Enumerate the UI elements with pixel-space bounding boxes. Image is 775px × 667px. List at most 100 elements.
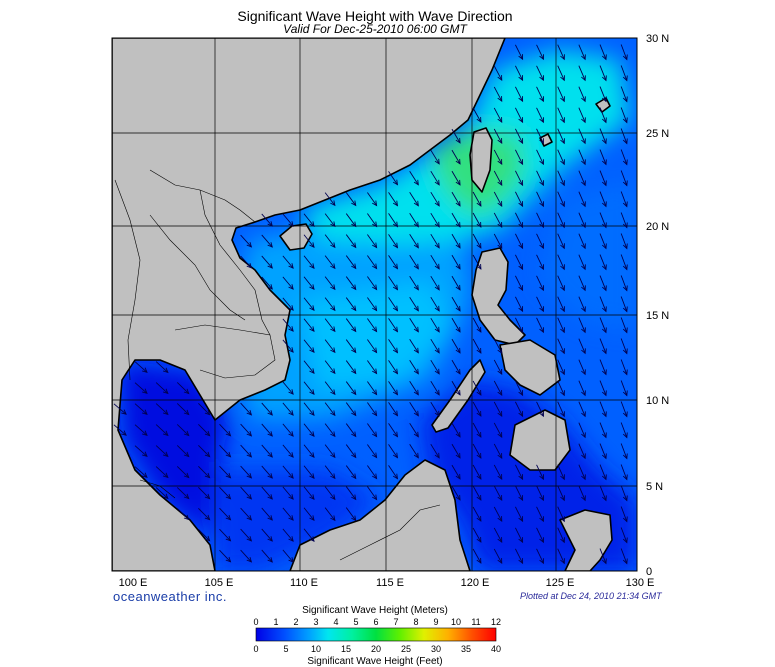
wave-arrow-head — [497, 537, 503, 543]
map-title: Significant Wave Height with Wave Direct… — [237, 8, 513, 24]
wave-arrow — [240, 465, 252, 479]
wave-arrow — [345, 339, 357, 353]
wave-arrow-head — [162, 430, 169, 437]
wave-arrow — [324, 276, 336, 290]
wave-arrow — [261, 444, 273, 458]
wave-arrow — [472, 506, 482, 522]
wave-arrow — [409, 276, 419, 290]
wave-arrow — [367, 318, 377, 332]
wave-arrow-head — [413, 410, 419, 417]
wave-arrow-head — [351, 284, 357, 291]
wave-arrow — [620, 65, 628, 81]
wave-arrow-head — [434, 347, 440, 354]
wave-arrow-head — [309, 242, 315, 249]
border-cambodia — [174, 324, 276, 379]
wave-arrow — [493, 65, 503, 81]
wave-arrow-head — [413, 263, 419, 270]
wave-arrow-head — [309, 536, 315, 543]
wave-arrow-head — [581, 138, 586, 145]
wave-arrow-head — [581, 96, 586, 103]
wave-arrow-head — [455, 284, 461, 291]
wave-arrow — [578, 254, 586, 270]
wave-arrow — [409, 171, 419, 185]
wave-arrow — [599, 65, 607, 81]
wave-arrow — [620, 107, 628, 123]
wave-arrow-head — [309, 305, 315, 312]
wave-arrow — [620, 527, 628, 543]
wave-arrow-head — [581, 369, 586, 376]
lat-label-30n: 30 N — [646, 33, 669, 45]
wave-arrow-head — [142, 367, 148, 374]
wave-arrow — [345, 297, 357, 311]
wave-arrow-head — [601, 369, 607, 376]
wave-arrow — [303, 213, 315, 227]
wave-arrow — [599, 296, 607, 312]
wave-arrow — [176, 382, 190, 394]
wave-arrow-head — [622, 369, 628, 376]
wave-arrow — [557, 485, 565, 501]
wave-arrow — [388, 192, 398, 206]
wave-arrow-head — [372, 389, 378, 396]
wave-arrow-head — [267, 536, 273, 542]
wave-arrow-head — [288, 473, 294, 479]
wave-arrow — [578, 464, 586, 480]
wave-arrow — [409, 444, 419, 458]
wave-arrow-head — [309, 326, 315, 333]
wave-arrow-head — [518, 222, 524, 229]
wave-arrow-head — [372, 200, 378, 207]
wave-arrow — [493, 485, 503, 501]
wave-arrow-head — [330, 410, 336, 417]
wave-arrow — [282, 318, 294, 332]
wave-arrow-head — [434, 284, 440, 291]
wave-arrow — [261, 528, 273, 542]
wave-arrow-head — [288, 326, 294, 332]
wave-arrow — [536, 86, 544, 102]
wave-arrow — [198, 529, 210, 541]
wave-arrow-head — [225, 535, 232, 542]
wave-arrow-head — [183, 430, 190, 437]
wave-arrow-head — [476, 515, 482, 522]
wave-arrow — [409, 255, 419, 269]
wave-arrow-head — [330, 284, 336, 291]
border-myanmar — [114, 179, 141, 381]
wave-arrow-head — [601, 117, 607, 124]
wave-arrow — [493, 548, 503, 564]
wave-arrow-head — [434, 179, 440, 186]
wave-arrow — [620, 191, 628, 207]
wave-arrow — [261, 276, 273, 290]
wave-arrow — [472, 485, 482, 501]
wave-arrow-head — [392, 473, 399, 480]
wave-arrow — [557, 86, 565, 102]
wave-arrow-head — [539, 264, 544, 271]
wave-arrow — [282, 549, 294, 563]
wave-arrow-head — [413, 431, 419, 438]
wave-arrow — [282, 507, 294, 521]
wave-arrow-head — [309, 284, 315, 291]
wave-arrow-head — [601, 54, 607, 61]
wave-arrow — [409, 402, 419, 416]
legend-feet-tick: 0 — [253, 644, 258, 654]
wave-arrow-head — [309, 368, 315, 375]
wave-arrow — [514, 485, 524, 501]
wave-arrow — [536, 506, 544, 522]
wave-arrow-head — [476, 221, 482, 228]
wave-arrow-head — [330, 431, 336, 438]
wave-arrow — [388, 297, 398, 311]
wave-arrow-head — [455, 305, 461, 312]
wave-arrow-head — [392, 263, 399, 270]
wave-arrow-head — [476, 347, 482, 354]
wave-arrow — [536, 548, 544, 564]
wave-arrow-head — [497, 348, 503, 354]
wave-arrow — [219, 486, 231, 500]
wave-arrow-head — [288, 557, 294, 563]
wave-arrow-head — [434, 389, 440, 396]
wave-arrow — [303, 465, 315, 479]
wave-arrow — [451, 191, 461, 207]
wave-arrow — [345, 213, 357, 227]
wave-arrow-head — [518, 75, 524, 82]
wave-arrow-head — [392, 200, 399, 207]
wave-arrow-head — [622, 411, 628, 418]
wave-arrow — [578, 296, 586, 312]
wave-arrow — [493, 359, 503, 375]
wave-arrow-head — [392, 179, 399, 186]
